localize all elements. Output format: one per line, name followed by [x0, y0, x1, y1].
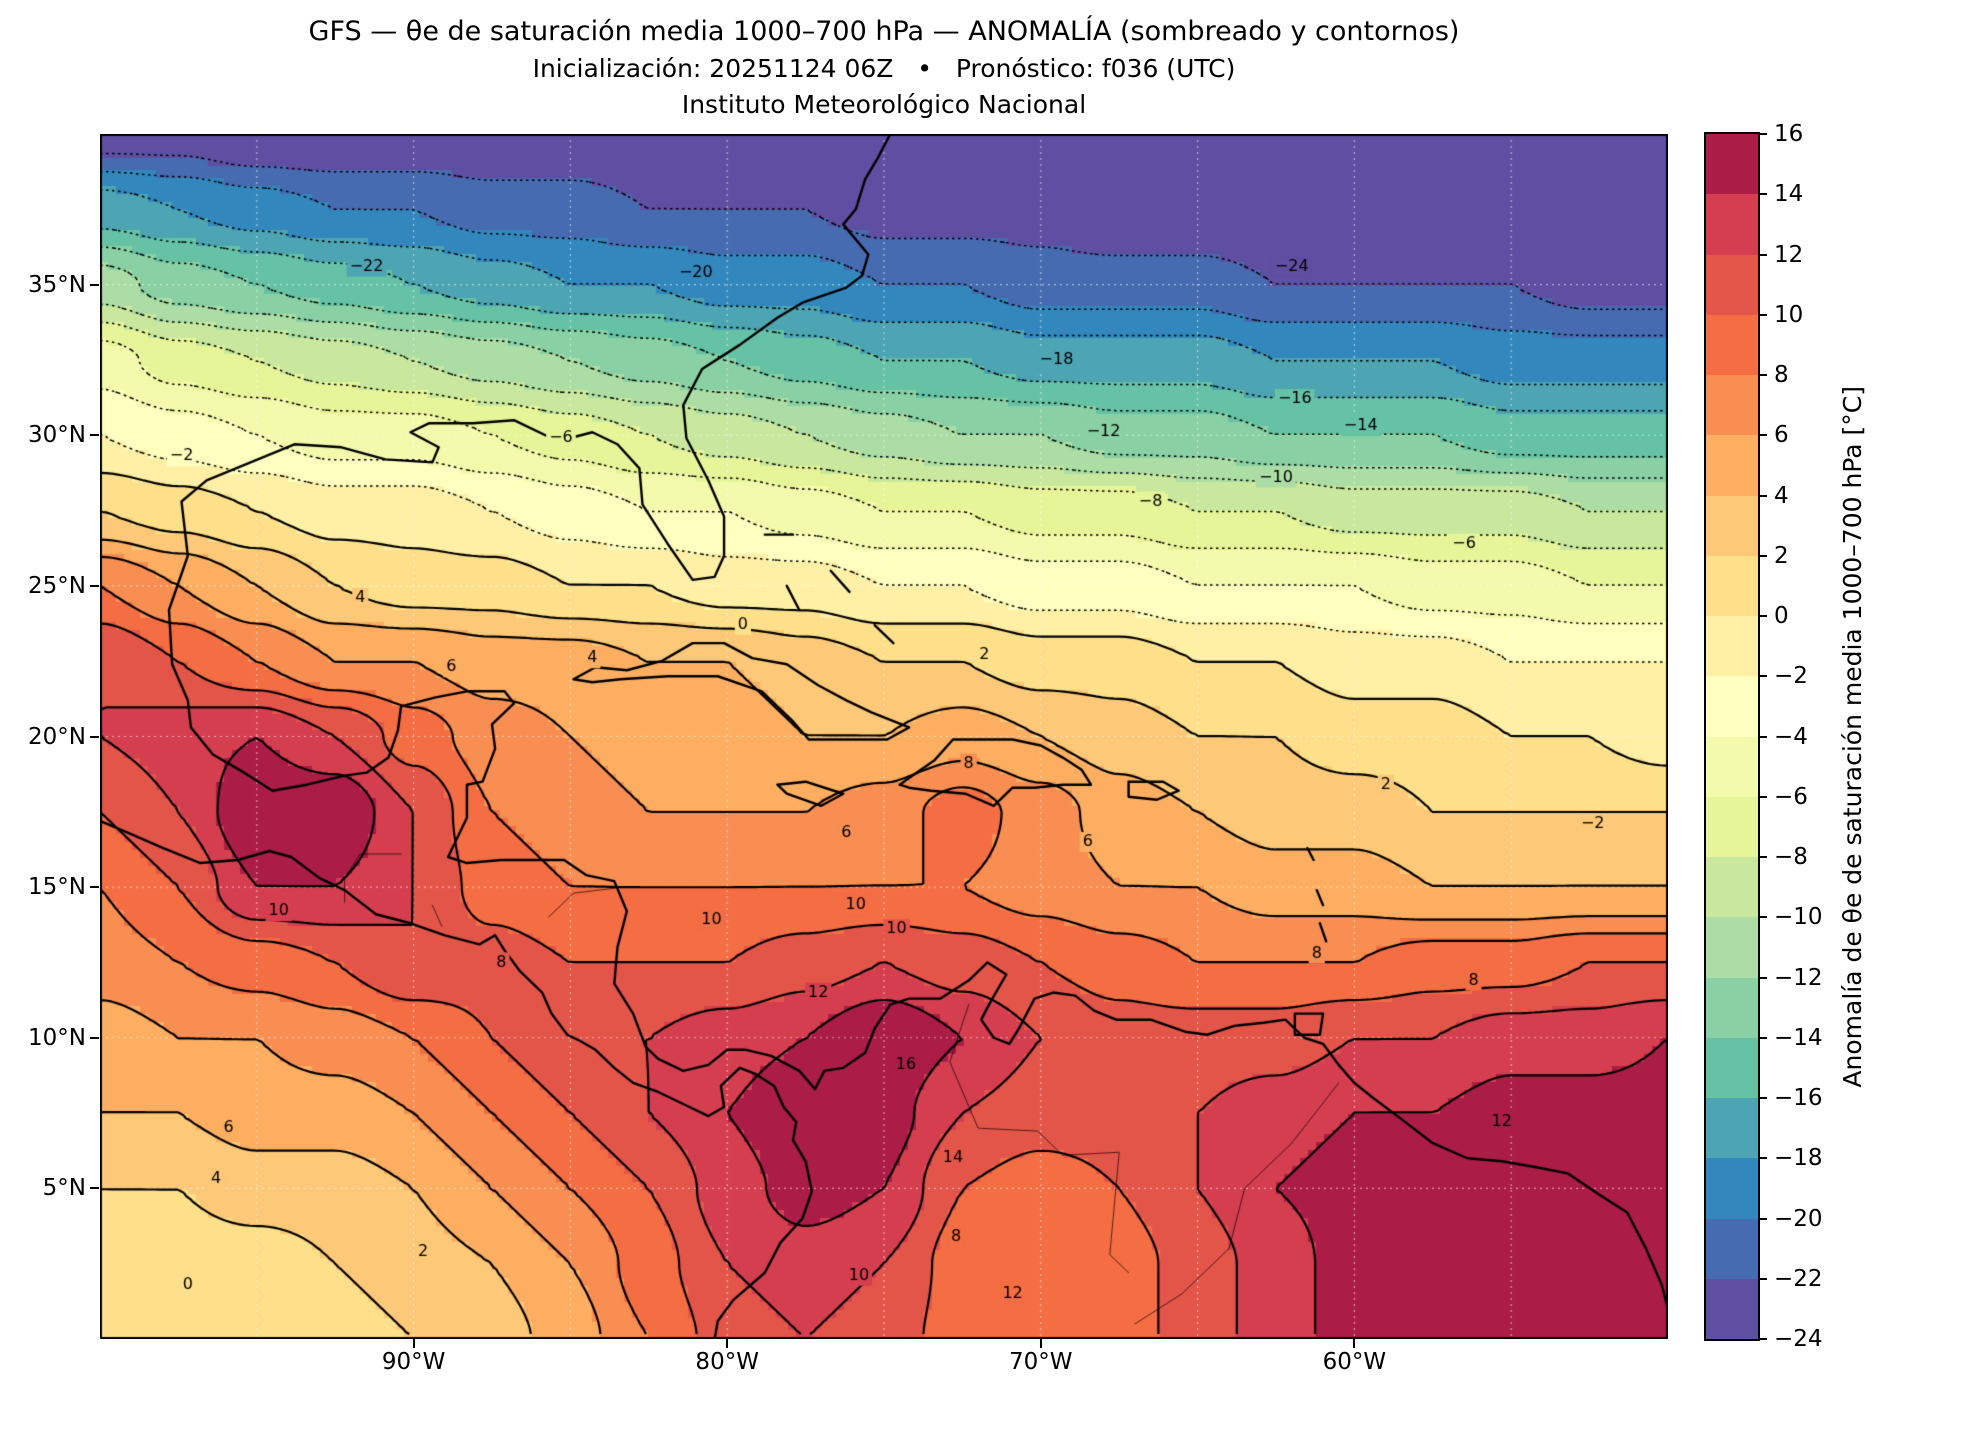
colorbar-segment	[1706, 1158, 1758, 1219]
colorbar-tick-mark	[1758, 1338, 1767, 1340]
colorbar-tick-label: −6	[1774, 783, 1808, 810]
colorbar-tick-mark	[1758, 133, 1767, 135]
chart-title: GFS — θe de saturación media 1000–700 hP…	[308, 16, 1460, 47]
colorbar-tick-mark	[1758, 494, 1767, 497]
colorbar-tick-label: −16	[1774, 1085, 1823, 1111]
colorbar	[1704, 132, 1760, 1341]
colorbar-tick-mark	[1758, 976, 1767, 979]
y-tick-mark	[90, 584, 99, 587]
x-tick-mark	[412, 1339, 415, 1348]
colorbar-tick-label: 6	[1774, 422, 1789, 449]
chart-subtitle-init: Inicialización: 20251124 06Z • Pronóstic…	[532, 54, 1236, 83]
y-tick-mark	[90, 735, 99, 738]
colorbar-tick-label: −8	[1774, 844, 1808, 870]
colorbar-segment	[1706, 435, 1758, 496]
colorbar-tick-label: −18	[1774, 1145, 1823, 1172]
colorbar-tick-label: 2	[1774, 542, 1789, 569]
colorbar-segment	[1706, 254, 1758, 315]
colorbar-tick-label: 14	[1774, 181, 1804, 208]
colorbar-segment	[1706, 917, 1758, 978]
colorbar-tick-mark	[1758, 374, 1767, 376]
colorbar-tick-mark	[1758, 1097, 1767, 1099]
y-tick-label: 35°N	[28, 271, 86, 298]
y-tick-label: 10°N	[28, 1024, 86, 1051]
y-tick-mark	[90, 283, 99, 286]
y-tick-mark	[90, 1036, 99, 1039]
colorbar-tick-label: 0	[1774, 603, 1789, 629]
colorbar-segment	[1706, 555, 1758, 616]
colorbar-tick-label: −10	[1774, 904, 1823, 931]
chart-subtitle-institution: Instituto Meteorológico Nacional	[681, 90, 1087, 119]
y-tick-label: 25°N	[28, 572, 86, 599]
colorbar-label-wrap: Anomalía de θe de saturación media 1000–…	[1838, 134, 1867, 1339]
colorbar-tick-mark	[1758, 1217, 1767, 1220]
colorbar-tick-label: −2	[1774, 663, 1808, 690]
colorbar-segment	[1706, 1278, 1758, 1339]
colorbar-tick-mark	[1758, 313, 1767, 316]
x-tick-mark	[1353, 1339, 1356, 1348]
y-tick-mark	[90, 1187, 99, 1190]
colorbar-segment	[1706, 796, 1758, 857]
colorbar-tick-label: 12	[1774, 241, 1804, 268]
colorbar-segment	[1706, 375, 1758, 436]
colorbar-segment	[1706, 1098, 1758, 1159]
colorbar-tick-mark	[1758, 856, 1767, 858]
colorbar-tick-mark	[1758, 795, 1767, 798]
y-tick-label: 30°N	[28, 422, 86, 449]
y-tick-mark	[90, 434, 99, 437]
colorbar-tick-label: 16	[1774, 121, 1804, 147]
colorbar-tick-label: 4	[1774, 482, 1789, 509]
x-tick-label: 60°W	[1322, 1349, 1387, 1375]
x-tick-label: 70°W	[1009, 1349, 1073, 1375]
colorbar-segment	[1706, 736, 1758, 797]
colorbar-tick-label: −24	[1774, 1326, 1823, 1352]
colorbar-segment	[1706, 1037, 1758, 1098]
colorbar-tick-mark	[1758, 615, 1767, 617]
colorbar-tick-label: −22	[1774, 1265, 1823, 1292]
colorbar-segment	[1706, 314, 1758, 375]
colorbar-tick-mark	[1758, 735, 1767, 738]
x-tick-mark	[1039, 1339, 1042, 1348]
map-plot-canvas	[100, 134, 1668, 1339]
colorbar-tick-label: −20	[1774, 1205, 1823, 1232]
colorbar-tick-label: 8	[1774, 362, 1789, 388]
colorbar-tick-mark	[1758, 193, 1767, 196]
colorbar-tick-mark	[1758, 434, 1767, 437]
colorbar-segment	[1706, 977, 1758, 1038]
x-tick-label: 80°W	[695, 1349, 759, 1375]
colorbar-tick-mark	[1758, 253, 1767, 256]
colorbar-segment	[1706, 134, 1758, 195]
colorbar-tick-mark	[1758, 554, 1767, 557]
y-tick-label: 5°N	[42, 1175, 86, 1202]
colorbar-tick-mark	[1758, 1157, 1767, 1160]
y-tick-label: 20°N	[28, 723, 86, 750]
colorbar-tick-mark	[1758, 1036, 1767, 1039]
colorbar-tick-label: −14	[1774, 1024, 1823, 1051]
colorbar-tick-mark	[1758, 1277, 1767, 1280]
colorbar-segment	[1706, 857, 1758, 918]
colorbar-tick-mark	[1758, 675, 1767, 678]
y-tick-label: 15°N	[28, 874, 86, 901]
colorbar-tick-label: −4	[1774, 723, 1808, 750]
colorbar-segment	[1706, 1218, 1758, 1279]
colorbar-segment	[1706, 616, 1758, 677]
y-tick-mark	[90, 886, 99, 889]
colorbar-tick-label: −12	[1774, 964, 1823, 991]
colorbar-tick-label: 10	[1774, 301, 1804, 328]
colorbar-segment	[1706, 495, 1758, 556]
colorbar-segment	[1706, 194, 1758, 255]
x-tick-label: 90°W	[381, 1349, 446, 1375]
x-tick-mark	[726, 1339, 729, 1348]
colorbar-segment	[1706, 676, 1758, 737]
colorbar-axis-label: Anomalía de θe de saturación media 1000–…	[1838, 385, 1867, 1088]
colorbar-tick-mark	[1758, 916, 1767, 919]
